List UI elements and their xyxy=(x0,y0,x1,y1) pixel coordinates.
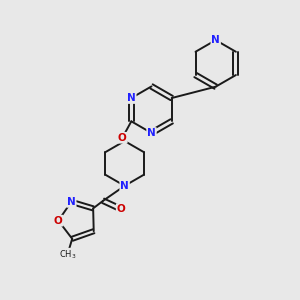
Text: CH$_3$: CH$_3$ xyxy=(59,248,76,261)
Text: O: O xyxy=(54,216,63,226)
Text: N: N xyxy=(120,181,129,191)
Text: N: N xyxy=(211,35,220,45)
Text: N: N xyxy=(67,197,76,207)
Text: N: N xyxy=(147,128,156,138)
Text: O: O xyxy=(118,133,127,143)
Text: O: O xyxy=(117,204,125,214)
Text: N: N xyxy=(127,93,136,103)
